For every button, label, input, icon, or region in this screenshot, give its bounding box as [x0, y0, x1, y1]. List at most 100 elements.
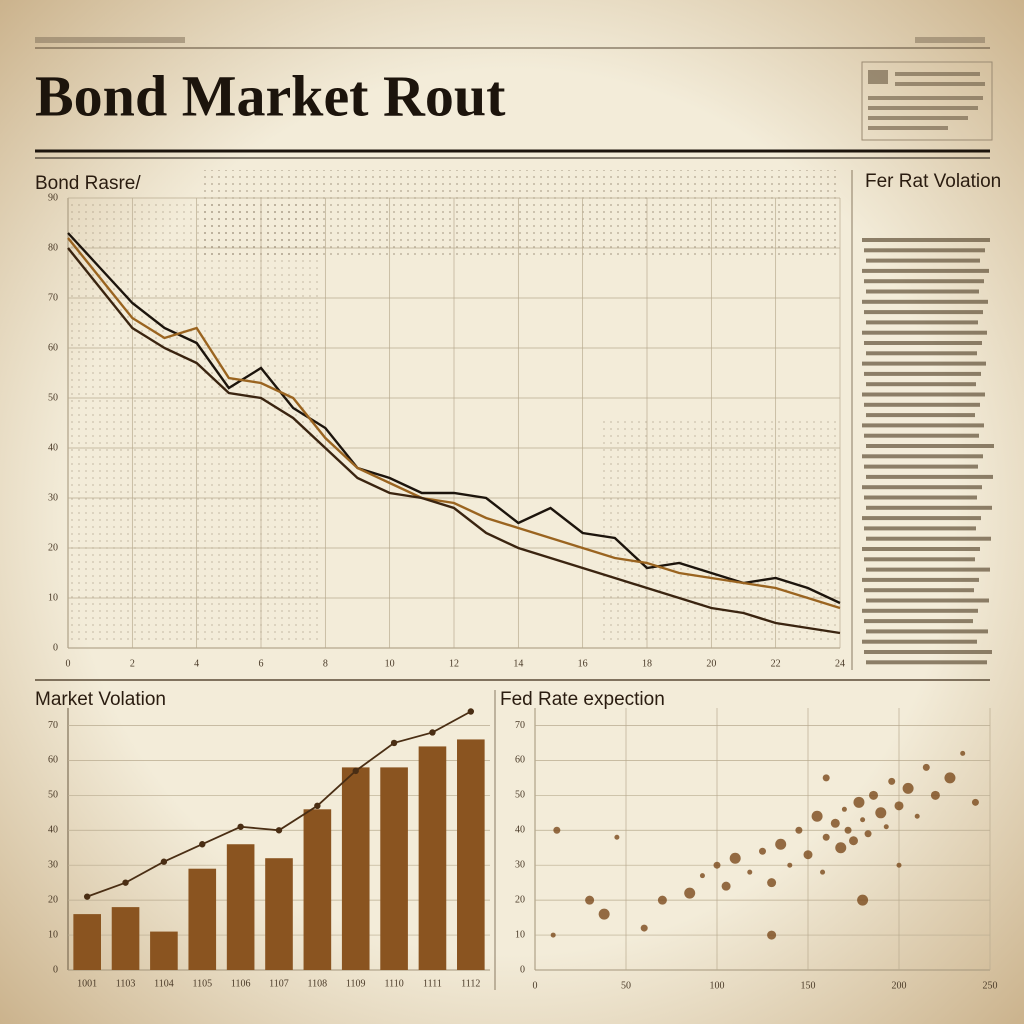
sidebar-title: Fer Rat Volation [865, 171, 1001, 192]
scatter-point [729, 852, 741, 864]
sidebar-text-line [864, 495, 977, 500]
scatter-point [803, 850, 813, 860]
scatter-point [822, 833, 830, 841]
sidebar-text-line [862, 268, 989, 273]
y-tick-label: 0 [53, 964, 58, 975]
scatter-point [830, 818, 840, 828]
x-tick-label: 6 [259, 658, 264, 669]
line-point [314, 802, 321, 810]
sidebar-text-line [866, 382, 976, 387]
sidebar-text-line [862, 423, 984, 428]
scatter-point [811, 810, 823, 822]
x-tick-label: 100 [710, 980, 725, 991]
bar [265, 858, 293, 970]
scatter-point [822, 774, 830, 782]
sidebar-text-line [866, 598, 989, 603]
y-tick-label: 60 [48, 755, 58, 766]
sidebar-text-line [866, 413, 975, 418]
x-tick-label: 150 [801, 980, 816, 991]
scatter-point [914, 813, 920, 819]
masthead-line [915, 37, 985, 43]
sidebar-text-line [866, 320, 978, 325]
x-tick-label: 1103 [116, 978, 136, 989]
halftone [68, 200, 318, 640]
scatter-point [585, 895, 595, 905]
sidebar-text-line [862, 361, 986, 366]
sidebar-text-line [864, 650, 992, 654]
sidebar-text-line [866, 629, 988, 634]
x-tick-label: 1108 [308, 978, 328, 989]
x-tick-label: 1001 [77, 978, 97, 989]
scatter-point [944, 772, 956, 784]
sidebar-text-line [864, 402, 980, 407]
x-tick-label: 1105 [192, 978, 212, 989]
ear-text [868, 70, 985, 130]
x-tick-label: 50 [621, 980, 631, 991]
scatter-point [721, 881, 731, 891]
sidebar-text-line [862, 392, 985, 397]
bar [341, 767, 370, 970]
x-tick-label: 18 [642, 658, 652, 669]
y-tick-label: 10 [515, 929, 525, 940]
x-tick-label: 2 [130, 658, 135, 669]
scatter-point [883, 824, 889, 830]
sidebar-text-line [862, 454, 983, 459]
scatter-point [550, 932, 556, 938]
scatter-point [747, 869, 753, 875]
line-point [122, 879, 129, 886]
halftone [600, 420, 840, 640]
x-tick-label: 1112 [461, 978, 480, 989]
x-tick-label: 1106 [231, 978, 251, 989]
line-point [83, 893, 91, 900]
y-tick-label: 40 [48, 825, 58, 836]
x-tick-label: 14 [513, 658, 523, 669]
sidebar-text-line [864, 371, 981, 376]
bar [73, 914, 101, 970]
line-point [275, 827, 283, 834]
scatter-point [930, 790, 940, 800]
scatter-point [849, 836, 858, 846]
x-tick-label: 0 [533, 980, 538, 991]
y-tick-label: 50 [515, 790, 525, 801]
x-tick-label: 20 [706, 658, 716, 669]
sidebar-text-line [864, 588, 974, 593]
x-tick-label: 1110 [384, 978, 403, 989]
y-tick-label: 50 [48, 392, 58, 403]
sidebar-text-line [862, 608, 978, 613]
x-tick-label: 8 [323, 658, 328, 669]
x-tick-label: 0 [66, 658, 71, 669]
scatter-point [864, 830, 872, 838]
bar [226, 844, 255, 970]
line-series [67, 237, 841, 610]
sidebar-text-line [862, 238, 990, 242]
y-tick-label: 70 [48, 720, 58, 731]
scatter-point [657, 895, 667, 905]
sidebar-text-line [862, 577, 979, 582]
scatter-point [853, 796, 865, 808]
sidebar-text-line [862, 330, 987, 335]
sidebar-text-line [866, 474, 993, 479]
line-point [237, 823, 244, 830]
line-point [429, 729, 436, 736]
bar [303, 809, 332, 970]
sidebar-text-line [866, 567, 990, 572]
x-tick-label: 1104 [154, 978, 174, 989]
sidebar-text-line [866, 258, 980, 263]
line-point [160, 858, 168, 865]
scatter-point [875, 807, 887, 819]
sidebar-text-line [866, 505, 992, 510]
y-tick-label: 0 [53, 642, 58, 653]
sidebar-text-line [864, 279, 984, 284]
y-tick-label: 60 [515, 755, 525, 766]
scatter-point [767, 930, 777, 940]
line-point [390, 739, 398, 747]
x-tick-label: 200 [892, 980, 907, 991]
x-tick-label: 1109 [346, 978, 366, 989]
scatter-point [857, 894, 869, 906]
sidebar-text-line [864, 433, 979, 438]
scatter-point [960, 750, 966, 756]
y-tick-label: 60 [48, 342, 58, 353]
sidebar-text-line [862, 547, 980, 551]
